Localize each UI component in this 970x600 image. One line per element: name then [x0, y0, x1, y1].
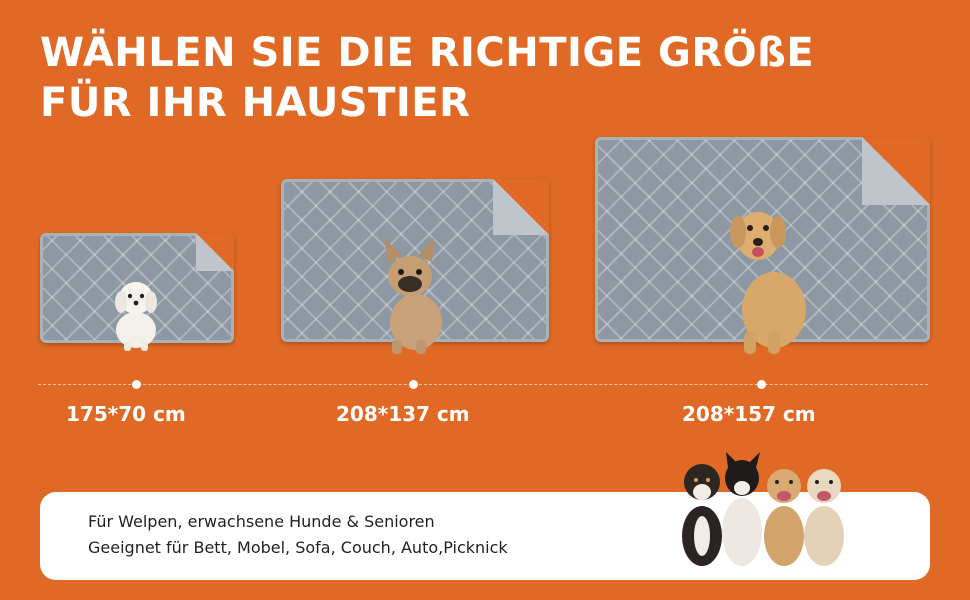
headline-line-1: WÄHLEN SIE DIE RICHTIGE GRÖßE: [40, 30, 815, 76]
maltese-dog-image: [115, 282, 157, 351]
mat-corner-fold: [196, 233, 234, 271]
labrador-dog-image: [730, 212, 806, 354]
french-bulldog-image: [384, 238, 442, 354]
size-label-large: 208*157 cm: [682, 402, 816, 426]
size-label-small: 175*70 cm: [66, 402, 186, 426]
size-timeline: [38, 384, 928, 385]
dog-group-image: [682, 452, 844, 566]
headline-line-2: FÜR IHR HAUSTIER: [40, 80, 471, 126]
headline: WÄHLEN SIE DIE RICHTIGE GRÖßE FÜR IHR HA…: [40, 28, 940, 128]
info-line-1: Für Welpen, erwachsene Hunde & Senioren: [88, 512, 435, 531]
timeline-marker-large: [757, 380, 766, 389]
info-line-2: Geeignet für Bett, Mobel, Sofa, Couch, A…: [88, 538, 508, 557]
mat-corner-fold: [493, 179, 549, 235]
timeline-marker-medium: [409, 380, 418, 389]
mat-corner-fold: [862, 137, 930, 205]
timeline-marker-small: [132, 380, 141, 389]
size-label-medium: 208*137 cm: [336, 402, 470, 426]
